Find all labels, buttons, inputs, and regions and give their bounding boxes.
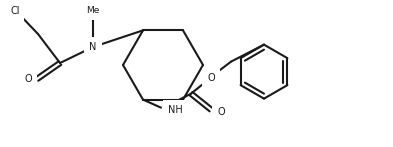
Text: O: O — [207, 73, 215, 83]
Text: NH: NH — [168, 105, 183, 115]
Text: O: O — [24, 74, 32, 84]
Text: Me: Me — [86, 6, 100, 15]
Text: N: N — [89, 42, 97, 52]
Text: O: O — [217, 107, 225, 117]
Text: Cl: Cl — [10, 6, 20, 16]
